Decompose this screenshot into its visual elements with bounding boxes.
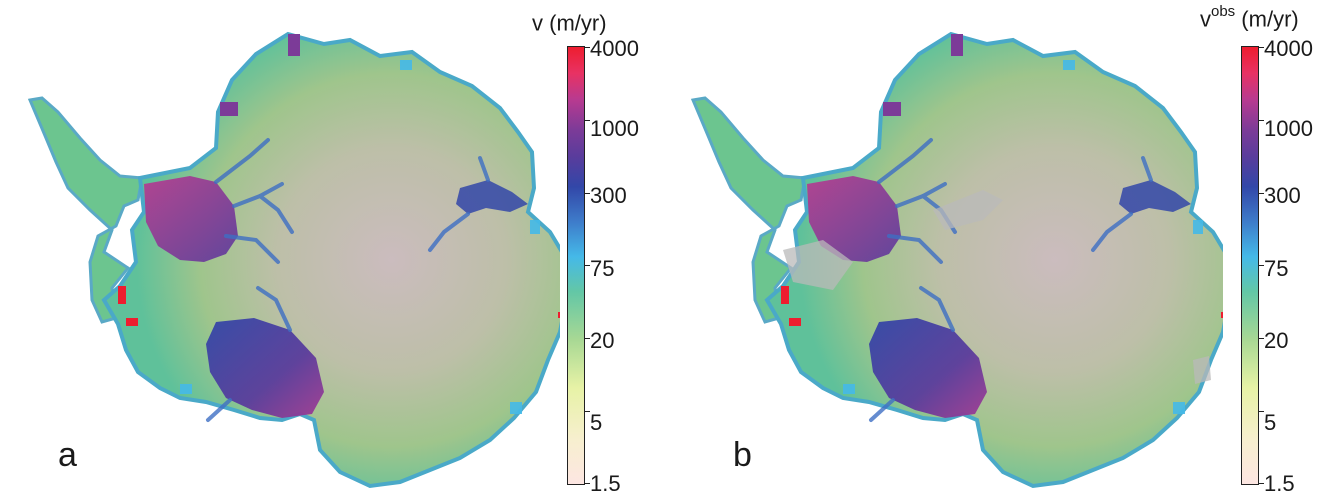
colorbar-tick-label: 1.5 xyxy=(1264,471,1295,496)
colorbar-tick-label: 300 xyxy=(1264,183,1301,208)
panel-label: b xyxy=(733,436,752,474)
colorbar: 4000 1000 300 75 20 5 1.5 xyxy=(567,38,639,495)
colorbar-tick-label: 5 xyxy=(590,410,603,435)
panel-b: b vobs (m/yr) 4000 1000 300 75 20 5 1.5 xyxy=(663,0,1326,503)
colorbar-title-symbol: v xyxy=(1200,6,1211,32)
panel-a: a v (m/yr) 4000 1000 300 75 20 5 1.5 xyxy=(0,0,639,503)
colorbar-tick-label: 75 xyxy=(590,256,615,281)
colorbar-title: v (m/yr) xyxy=(532,10,607,34)
colorbar-tick-label: 1000 xyxy=(590,116,639,141)
antarctica-observed-velocity-map xyxy=(663,0,1243,503)
colorbar-title-symbol: v xyxy=(532,10,543,36)
colorbar-tick-label: 5 xyxy=(1264,410,1277,435)
colorbar-tick-label: 4000 xyxy=(1264,36,1313,61)
colorbar-tick-label: 1000 xyxy=(1264,116,1313,141)
colorbar-tick-label: 20 xyxy=(590,328,615,353)
colorbar-tick-label: 20 xyxy=(1264,328,1289,353)
panel-label: a xyxy=(58,436,77,474)
colorbar-title-superscript: obs xyxy=(1211,3,1236,20)
colorbar-title: vobs (m/yr) xyxy=(1200,3,1299,32)
colorbar-tick-label: 4000 xyxy=(590,36,639,61)
colorbar-title-unit: (m/yr) xyxy=(1235,6,1299,32)
colorbar-tick-label: 1.5 xyxy=(590,471,621,496)
colorbar-title-unit: (m/yr) xyxy=(549,10,607,36)
colorbar-tick-label: 300 xyxy=(590,183,627,208)
colorbar-tick-label: 75 xyxy=(1264,256,1289,281)
colorbar: 4000 1000 300 75 20 5 1.5 xyxy=(1241,38,1313,495)
antarctica-velocity-map xyxy=(0,0,580,503)
